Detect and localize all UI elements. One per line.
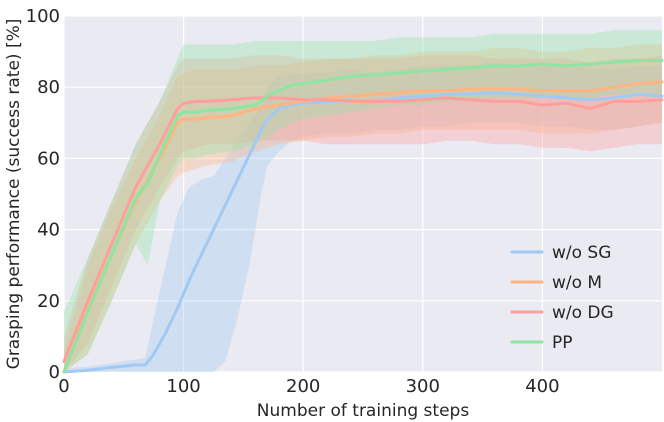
legend-label: w/o M bbox=[552, 273, 602, 293]
x-tick-label: 200 bbox=[286, 376, 320, 397]
x-tick-label: 100 bbox=[166, 376, 200, 397]
y-tick-label: 0 bbox=[49, 362, 60, 383]
y-tick-label: 20 bbox=[37, 291, 60, 312]
legend-label: w/o SG bbox=[552, 243, 611, 263]
confidence-band bbox=[64, 44, 662, 372]
series-line bbox=[62, 59, 664, 374]
x-tick-label: 0 bbox=[58, 376, 69, 397]
y-tick-label: 40 bbox=[37, 220, 60, 241]
series-line bbox=[62, 91, 664, 374]
y-tick-label: 80 bbox=[37, 77, 60, 98]
confidence-band bbox=[64, 62, 662, 373]
legend-label: w/o DG bbox=[552, 303, 614, 323]
legend: w/o SG w/o M w/o DG PP bbox=[510, 243, 614, 353]
grid bbox=[63, 15, 662, 373]
y-tick-label: 100 bbox=[26, 6, 60, 27]
tick-labels: 0 100 200 300 400 0 20 40 60 80 100 bbox=[26, 6, 560, 397]
legend-label: PP bbox=[552, 333, 573, 353]
x-axis-label: Number of training steps bbox=[257, 401, 470, 421]
x-tick-label: 300 bbox=[406, 376, 440, 397]
y-axis-label: Grasping performance (success rate) [%] bbox=[4, 19, 24, 370]
series-line bbox=[62, 80, 664, 374]
y-tick-label: 60 bbox=[37, 148, 60, 169]
series-line bbox=[62, 96, 664, 363]
x-tick-label: 400 bbox=[525, 376, 559, 397]
confidence-band bbox=[64, 55, 662, 372]
series-lines bbox=[62, 59, 664, 374]
